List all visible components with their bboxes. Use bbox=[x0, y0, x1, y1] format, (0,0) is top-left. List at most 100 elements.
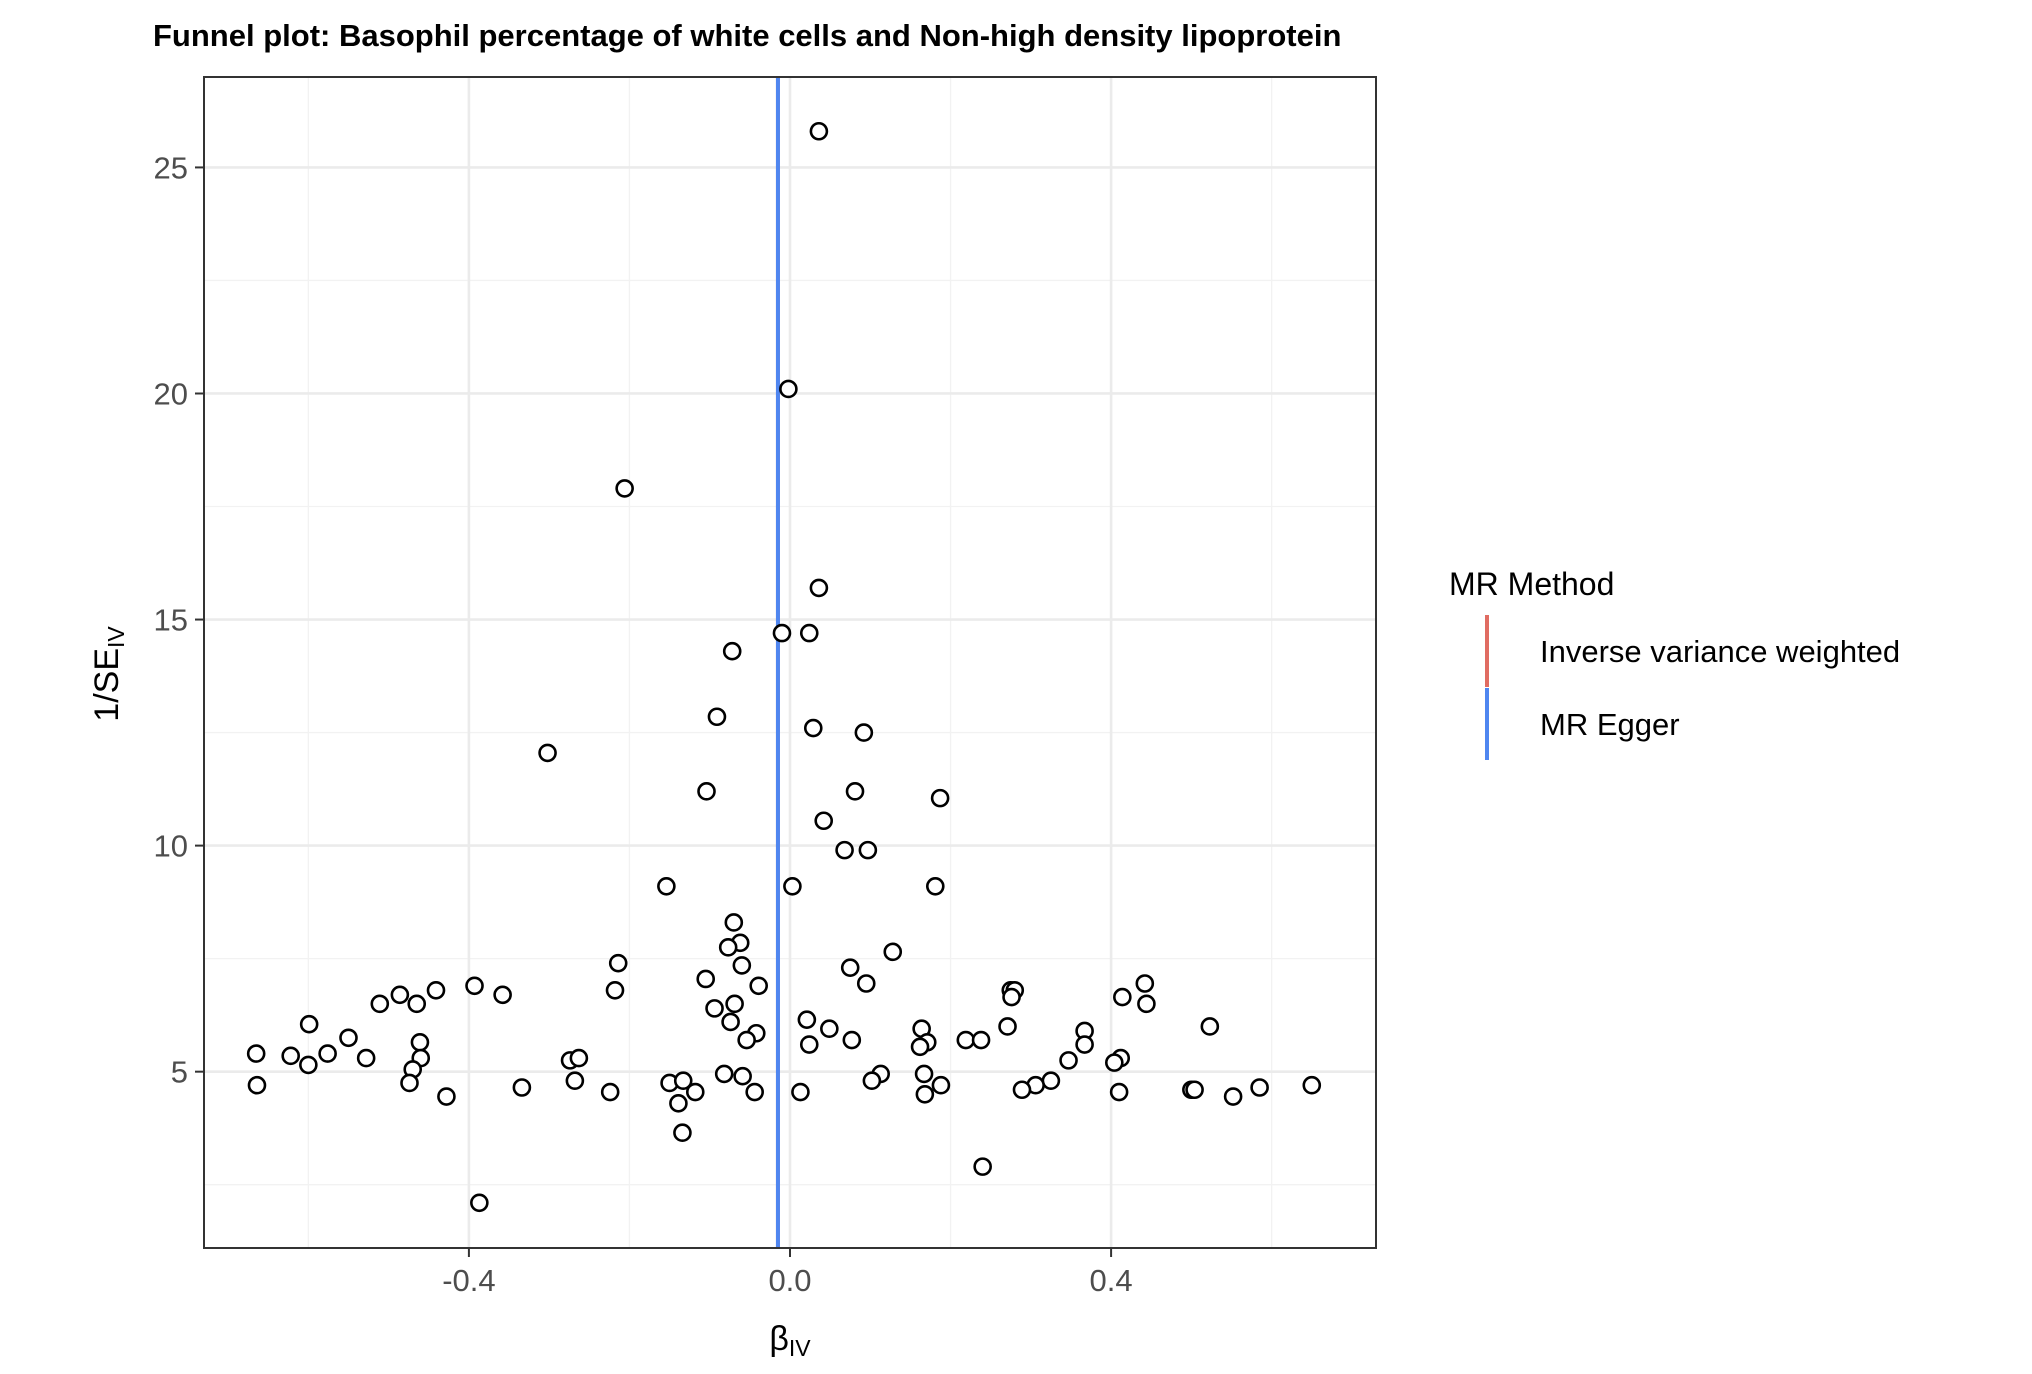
data-point bbox=[697, 782, 716, 801]
data-point bbox=[779, 379, 798, 399]
data-point bbox=[465, 976, 484, 996]
major-gridlines bbox=[204, 77, 1376, 1248]
data-point bbox=[247, 1075, 267, 1095]
data-point bbox=[721, 1012, 740, 1032]
data-point bbox=[820, 1019, 839, 1039]
y-tick-label: 20 bbox=[154, 376, 188, 411]
legend-entries: Inverse variance weighted MR Egger bbox=[1485, 615, 1900, 760]
data-point bbox=[925, 877, 945, 896]
y-axis-label-main: 1/SE bbox=[88, 648, 126, 722]
data-point bbox=[956, 1030, 976, 1050]
data-point bbox=[669, 1094, 688, 1113]
data-point bbox=[998, 1017, 1017, 1036]
data-point bbox=[931, 1075, 951, 1095]
data-point bbox=[565, 1071, 585, 1091]
data-point bbox=[390, 985, 410, 1005]
chart-title: Funnel plot: Basophil percentage of whit… bbox=[153, 18, 1341, 53]
data-point bbox=[1223, 1087, 1243, 1106]
data-point bbox=[281, 1046, 300, 1066]
data-point bbox=[673, 1071, 693, 1091]
data-point bbox=[1200, 1017, 1220, 1036]
data-point bbox=[1109, 1082, 1129, 1102]
data-point bbox=[600, 1082, 620, 1102]
data-point bbox=[1250, 1078, 1269, 1097]
data-point bbox=[1002, 987, 1021, 1007]
data-point bbox=[814, 811, 834, 831]
data-point bbox=[437, 1087, 456, 1106]
data-points bbox=[246, 121, 1322, 1213]
data-point bbox=[608, 953, 628, 973]
data-point bbox=[803, 718, 823, 738]
data-point bbox=[930, 788, 950, 808]
y-tick-label: 25 bbox=[154, 150, 188, 185]
data-point bbox=[797, 1010, 817, 1029]
data-point bbox=[856, 974, 876, 993]
x-tick-labels: -0.4 0.0 0.4 bbox=[442, 1263, 1132, 1298]
data-point bbox=[842, 1030, 862, 1050]
y-tick-label: 15 bbox=[154, 603, 188, 638]
data-point bbox=[840, 958, 860, 977]
data-point bbox=[696, 969, 716, 989]
data-point bbox=[299, 1014, 319, 1034]
data-point bbox=[339, 1028, 358, 1048]
x-tick-label: 0.4 bbox=[1090, 1263, 1133, 1298]
y-axis-label-sub: IV bbox=[103, 626, 129, 648]
legend-title: MR Method bbox=[1449, 566, 1614, 602]
axis-ticks bbox=[195, 166, 1113, 1257]
legend-label: MR Egger bbox=[1540, 707, 1680, 742]
data-point bbox=[400, 1073, 419, 1093]
data-point bbox=[299, 1055, 318, 1075]
data-point bbox=[835, 840, 854, 860]
data-point bbox=[858, 840, 878, 860]
data-point bbox=[745, 1082, 764, 1102]
data-point bbox=[615, 479, 634, 498]
data-point bbox=[854, 723, 874, 742]
x-axis-label-sub: IV bbox=[789, 1335, 811, 1361]
data-point bbox=[883, 942, 903, 962]
data-point bbox=[749, 976, 768, 996]
data-point bbox=[862, 1071, 882, 1091]
data-point bbox=[973, 1157, 992, 1176]
data-point bbox=[426, 980, 446, 1000]
data-point bbox=[733, 1066, 752, 1086]
data-point bbox=[370, 994, 390, 1014]
legend: MR Method Inverse variance weighted MR Eg… bbox=[1449, 566, 1900, 760]
x-axis-label-main: β bbox=[769, 1320, 789, 1358]
data-point bbox=[1075, 1035, 1094, 1054]
data-point bbox=[809, 121, 829, 141]
data-point bbox=[732, 956, 752, 975]
data-point bbox=[246, 1044, 266, 1063]
data-point bbox=[605, 980, 625, 1000]
data-point bbox=[718, 938, 738, 957]
data-point bbox=[914, 1064, 934, 1084]
data-point bbox=[910, 1037, 930, 1057]
data-point bbox=[845, 782, 865, 801]
y-axis-title: 1/SEIV bbox=[88, 626, 129, 722]
data-point bbox=[915, 1084, 935, 1104]
x-tick-label: -0.4 bbox=[442, 1263, 495, 1298]
data-point bbox=[809, 578, 829, 598]
data-point bbox=[1105, 1053, 1124, 1072]
data-point bbox=[673, 1123, 692, 1143]
data-point bbox=[791, 1082, 810, 1102]
data-point bbox=[1113, 987, 1132, 1007]
data-point bbox=[1302, 1075, 1322, 1095]
y-tick-label: 10 bbox=[154, 829, 188, 864]
data-point bbox=[470, 1193, 489, 1213]
data-point bbox=[1135, 974, 1155, 993]
data-point bbox=[1012, 1080, 1032, 1100]
data-point bbox=[1137, 994, 1156, 1014]
data-point bbox=[493, 985, 512, 1005]
data-point bbox=[569, 1048, 589, 1068]
data-point bbox=[407, 994, 427, 1014]
data-point bbox=[657, 877, 676, 896]
data-point bbox=[799, 1035, 819, 1054]
data-point bbox=[318, 1044, 337, 1063]
data-point bbox=[737, 1030, 756, 1050]
x-tick-label: 0.0 bbox=[768, 1263, 811, 1298]
y-tick-labels: 5 10 15 20 25 bbox=[154, 150, 188, 1089]
data-point bbox=[783, 877, 802, 896]
data-point bbox=[356, 1048, 376, 1068]
data-point bbox=[705, 999, 724, 1018]
